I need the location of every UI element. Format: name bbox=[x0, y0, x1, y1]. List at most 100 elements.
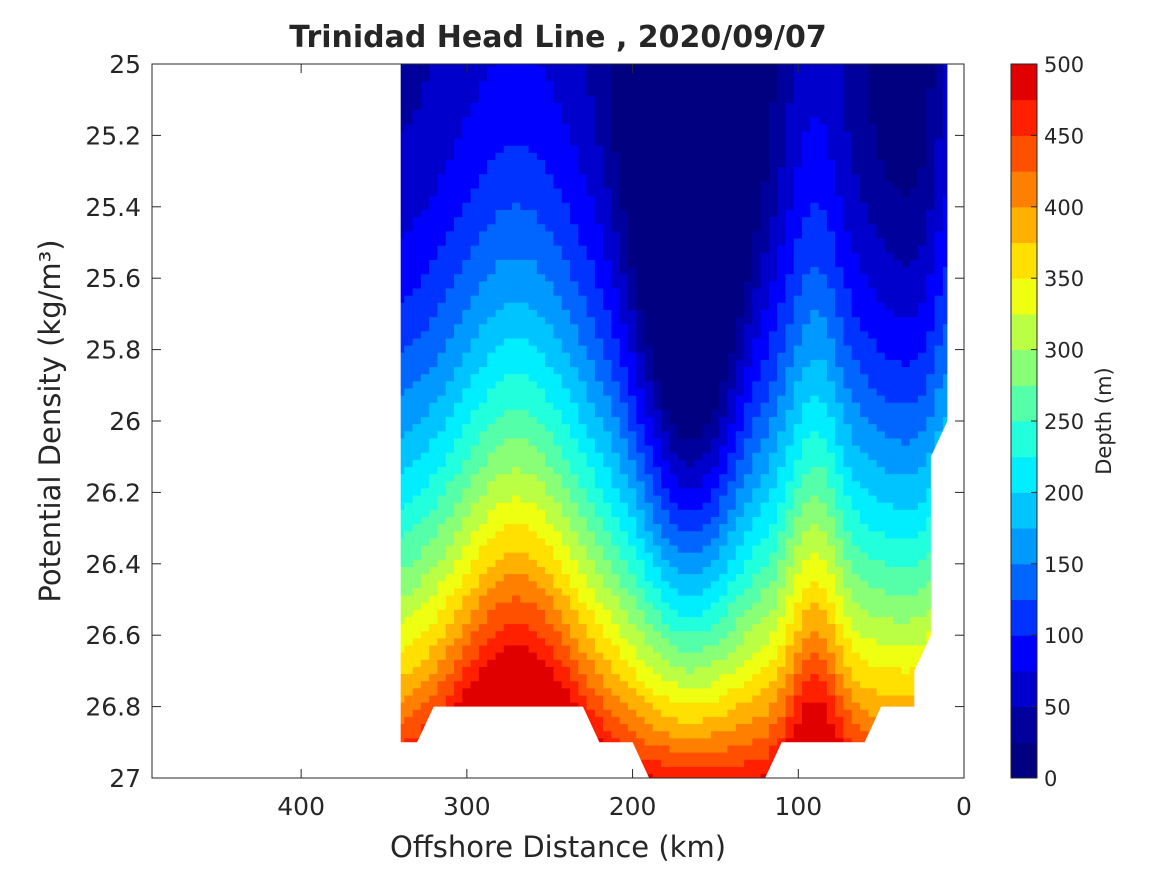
contour-cell bbox=[619, 252, 629, 261]
contour-cell bbox=[454, 695, 464, 704]
contour-cell bbox=[478, 110, 488, 118]
contour-cell bbox=[652, 645, 662, 654]
contour-cell bbox=[487, 188, 497, 197]
contour-cell bbox=[611, 559, 621, 568]
contour-cell bbox=[669, 559, 679, 568]
contour-cell bbox=[404, 638, 414, 647]
contour-cell bbox=[636, 338, 646, 347]
contour-cell bbox=[561, 381, 571, 390]
contour-cell bbox=[636, 659, 646, 668]
contour-cell bbox=[429, 188, 439, 197]
contour-cell bbox=[661, 417, 671, 425]
contour-cell bbox=[727, 224, 737, 233]
contour-cell bbox=[652, 174, 662, 183]
contour-cell bbox=[760, 74, 770, 83]
contour-cell bbox=[420, 288, 430, 297]
contour-cell bbox=[777, 388, 787, 397]
contour-cell bbox=[777, 281, 787, 290]
contour-cell bbox=[677, 224, 687, 233]
contour-cell bbox=[619, 481, 629, 490]
contour-cell bbox=[429, 552, 439, 561]
contour-cell bbox=[669, 302, 679, 311]
contour-cell bbox=[454, 666, 464, 675]
contour-cell bbox=[528, 152, 538, 161]
contour-cell bbox=[619, 581, 629, 590]
contour-cell bbox=[652, 681, 662, 690]
contour-cell bbox=[528, 616, 538, 625]
contour-cell bbox=[710, 424, 720, 433]
contour-cell bbox=[503, 359, 513, 368]
contour-cell bbox=[702, 538, 712, 547]
contour-cell bbox=[744, 724, 754, 732]
contour-cell bbox=[719, 595, 729, 604]
contour-cell bbox=[570, 409, 580, 418]
contour-cell bbox=[677, 131, 687, 140]
contour-cell bbox=[420, 295, 430, 304]
contour-cell bbox=[412, 374, 422, 383]
contour-cell bbox=[503, 666, 513, 675]
contour-cell bbox=[445, 674, 455, 683]
contour-cell bbox=[495, 138, 505, 147]
contour-cell bbox=[694, 431, 704, 440]
contour-cell bbox=[777, 138, 787, 147]
contour-cell bbox=[545, 402, 555, 411]
contour-cell bbox=[710, 559, 720, 568]
contour-cell bbox=[744, 367, 754, 375]
contour-cell bbox=[652, 445, 662, 454]
contour-cell bbox=[768, 474, 778, 483]
contour-cell bbox=[594, 359, 604, 368]
contour-cell bbox=[553, 438, 563, 447]
contour-cell bbox=[644, 245, 654, 254]
contour-cell bbox=[586, 81, 596, 90]
contour-cell bbox=[445, 624, 455, 633]
contour-cell bbox=[528, 574, 538, 583]
contour-cell bbox=[694, 538, 704, 547]
contour-cell bbox=[470, 338, 480, 347]
contour-cell bbox=[760, 102, 770, 111]
contour-cell bbox=[437, 317, 447, 326]
contour-cell bbox=[570, 95, 580, 104]
contour-cell bbox=[437, 252, 447, 261]
contour-cell bbox=[652, 281, 662, 290]
contour-cell bbox=[628, 231, 638, 240]
contour-cell bbox=[528, 74, 538, 83]
contour-cell bbox=[619, 374, 629, 383]
contour-cell bbox=[462, 666, 472, 675]
contour-cell bbox=[512, 374, 522, 383]
contour-cell bbox=[528, 295, 538, 304]
contour-cell bbox=[677, 709, 687, 718]
contour-cell bbox=[777, 638, 787, 647]
contour-cell bbox=[412, 138, 422, 147]
contour-cell bbox=[578, 195, 588, 204]
contour-cell bbox=[661, 288, 671, 297]
contour-cell bbox=[793, 267, 803, 276]
contour-cell bbox=[429, 245, 439, 254]
contour-cell bbox=[628, 431, 638, 440]
contour-cell bbox=[768, 516, 778, 525]
contour-cell bbox=[445, 281, 455, 290]
contour-cell bbox=[445, 95, 455, 104]
contour-cell bbox=[644, 531, 654, 540]
contour-cell bbox=[545, 352, 555, 361]
contour-cell bbox=[536, 145, 546, 154]
contour-cell bbox=[636, 145, 646, 154]
contour-cell bbox=[536, 388, 546, 397]
contour-cell bbox=[528, 516, 538, 525]
contour-cell bbox=[793, 581, 803, 590]
contour-cell bbox=[636, 474, 646, 483]
contour-cell bbox=[677, 438, 687, 447]
contour-cell bbox=[578, 159, 588, 168]
contour-cell bbox=[669, 274, 679, 283]
contour-cell bbox=[487, 231, 497, 240]
contour-cell bbox=[785, 659, 795, 668]
contour-cell bbox=[760, 774, 770, 778]
contour-cell bbox=[719, 538, 729, 547]
contour-cell bbox=[570, 459, 580, 468]
contour-cell bbox=[752, 545, 762, 554]
contour-cell bbox=[420, 138, 430, 147]
contour-cell bbox=[694, 609, 704, 618]
contour-cell bbox=[412, 595, 422, 604]
contour-cell bbox=[702, 509, 712, 518]
contour-cell bbox=[611, 367, 621, 375]
contour-cell bbox=[719, 274, 729, 283]
